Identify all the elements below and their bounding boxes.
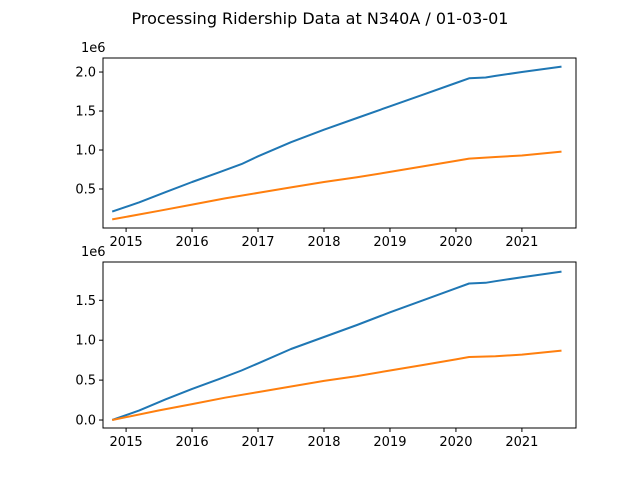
top-y-tick-label: 1.5 [75, 105, 96, 120]
top-axes-frame [102, 57, 577, 229]
bottom-y-tick-label: 0.5 [75, 374, 96, 389]
bottom-x-tick-label: 2018 [307, 435, 340, 450]
top-series-1-line [111, 65, 562, 213]
figure-title: Processing Ridership Data at N340A / 01-… [132, 9, 509, 28]
bottom-y-tick-label: 1.0 [75, 334, 96, 349]
top-y-tick-label: 1.0 [75, 144, 96, 159]
top-x-tick-label: 2020 [439, 235, 472, 250]
top-subplot: 2015 2016 2017 2018 2019 2020 2021 0.5 1.0 1.5 2.0… [75, 41, 577, 250]
bottom-x-tick-label: 2016 [176, 435, 209, 450]
top-x-tick-label: 2018 [307, 235, 340, 250]
top-x-tick-label: 2019 [373, 235, 406, 250]
top-y-tick-label: 2.0 [75, 66, 96, 81]
top-x-tick-label: 2015 [110, 235, 143, 250]
bottom-axes-frame [102, 261, 577, 429]
bottom-y-offset-label: 1e6 [81, 245, 106, 260]
top-y-offset-label: 1e6 [81, 41, 106, 56]
bottom-subplot: 2015 2016 2017 2018 2019 2020 2021 0.0 0.5 1.0 1.5… [75, 245, 577, 450]
bottom-x-tick-label: 2017 [241, 435, 274, 450]
bottom-series-2-line [111, 349, 562, 421]
bottom-y-tick-label: 1.5 [75, 294, 96, 309]
bottom-y-tick-label: 0.0 [75, 414, 96, 429]
bottom-x-tick-label: 2020 [439, 435, 472, 450]
top-y-tick-label: 0.5 [75, 183, 96, 198]
bottom-series-1-line [111, 270, 562, 421]
top-x-tick-label: 2017 [241, 235, 274, 250]
bottom-x-tick-label: 2021 [505, 435, 538, 450]
top-series-2-line [112, 150, 562, 221]
top-x-tick-label: 2021 [505, 235, 538, 250]
top-x-tick-label: 2016 [176, 235, 209, 250]
bottom-x-tick-label: 2015 [110, 435, 143, 450]
bottom-x-tick-label: 2019 [373, 435, 406, 450]
